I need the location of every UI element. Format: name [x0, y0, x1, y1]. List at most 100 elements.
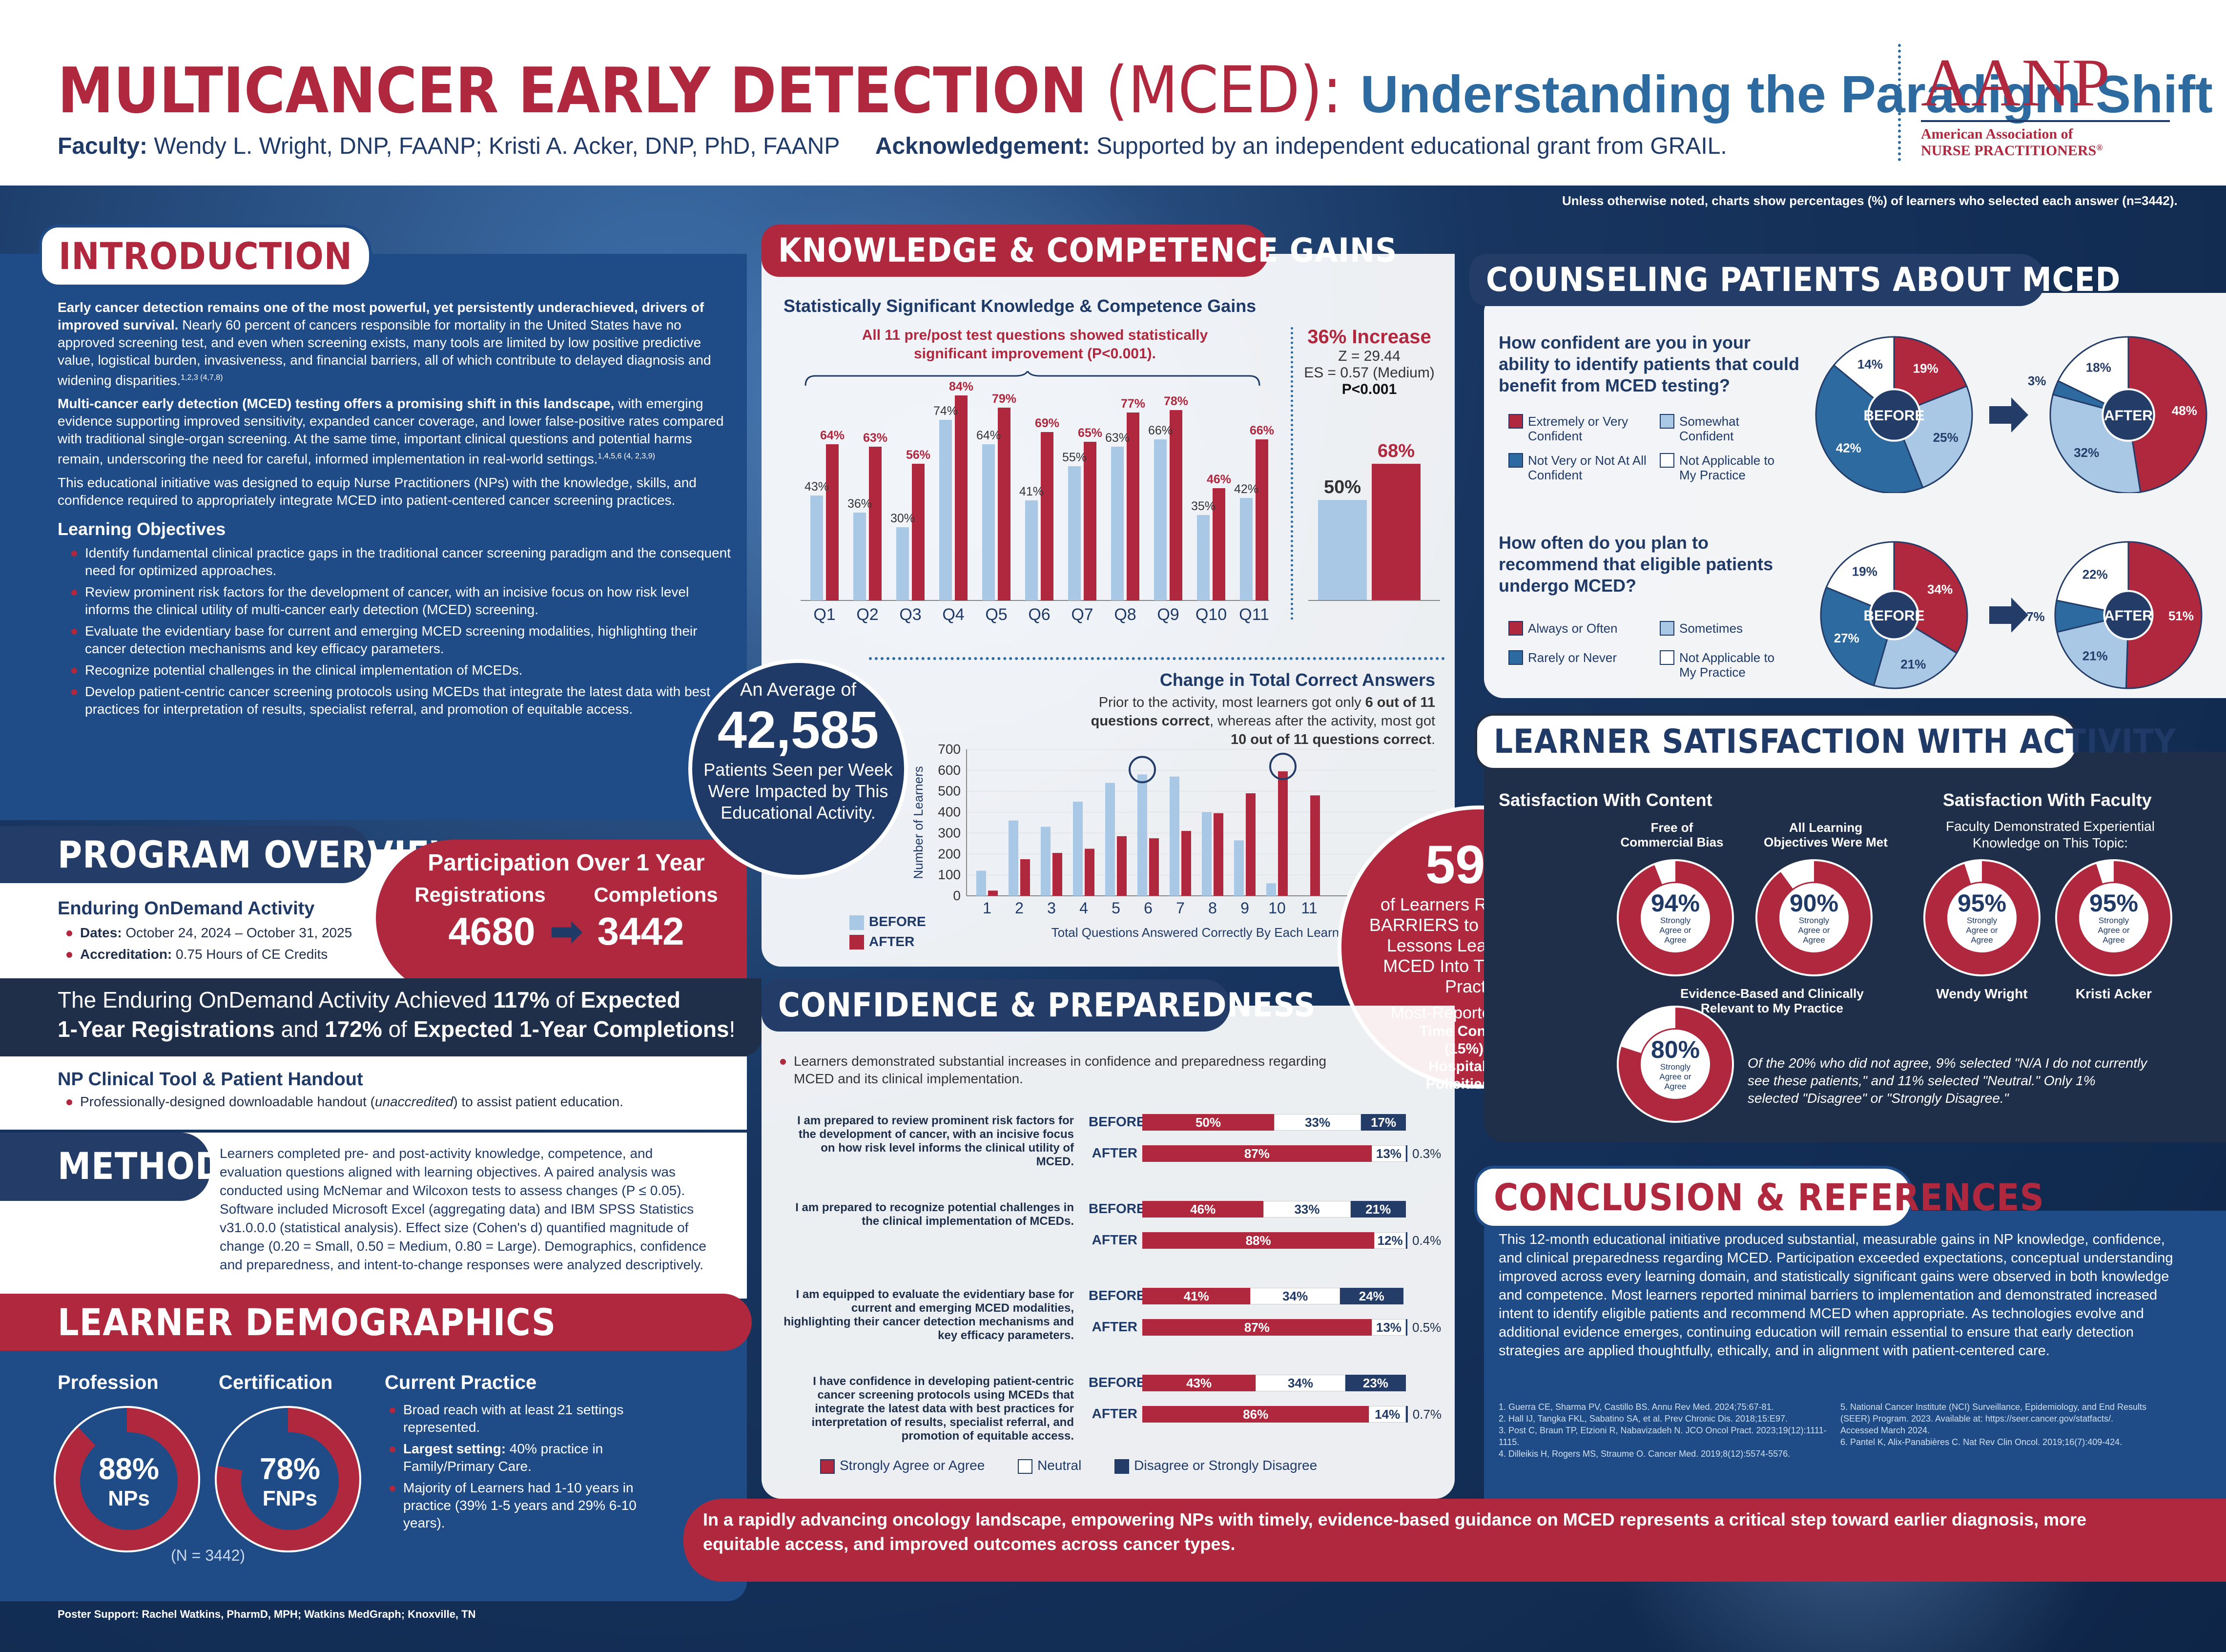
- participation-values: 4680 ➡ 3442: [391, 909, 742, 954]
- bar-pre: [939, 420, 952, 600]
- reference-item: 2. Hall IJ, Tangka FKL, Sabatino SA, et …: [1499, 1414, 1788, 1424]
- confidence-question: I am prepared to recognize potential cha…: [795, 1201, 1074, 1228]
- y-tick-label: 100: [938, 867, 961, 882]
- tool-title: NP Clinical Tool & Patient Handout: [58, 1069, 363, 1090]
- reference-item: 6. Pantel K, Alix-Panabières C. Nat Rev …: [1840, 1437, 2123, 1447]
- q2-before-center-label: BEFORE: [1863, 608, 1924, 624]
- counseling-title: COUNSELING PATIENTS ABOUT MCED: [1469, 254, 2120, 306]
- x-tick-label: 6: [1144, 899, 1153, 917]
- tool-item: Professionally-designed downloadable han…: [62, 1093, 731, 1111]
- x-tick-label: 4: [1079, 899, 1088, 917]
- sat-faculty-heading: Satisfaction With Faculty: [1943, 790, 2152, 810]
- increase-label: 36% Increase: [1307, 326, 1431, 348]
- bar-pre-label: 42%: [1234, 482, 1258, 496]
- tool-content: NP Clinical Tool & Patient Handout Profe…: [58, 1069, 731, 1115]
- objective-item: Develop patient-centric cancer screening…: [67, 683, 731, 718]
- satisfaction-donut-center: 80% Strongly Agree or Agree: [1639, 1028, 1711, 1100]
- change-desc2: 6 out of 11 questions correct: [1091, 695, 1435, 729]
- y-tick-label: 400: [938, 805, 961, 820]
- satisfaction-value: 94%: [1650, 889, 1700, 917]
- bar-before: [1170, 776, 1179, 896]
- profession-heading: Profession: [58, 1372, 159, 1393]
- y-tick-label: 300: [938, 825, 961, 840]
- q1-before-slice: [1815, 364, 1924, 493]
- bar-after: [1246, 793, 1256, 896]
- legend-before: BEFORE: [849, 914, 926, 930]
- bar-post: [1084, 442, 1096, 600]
- x-tick-label: Q1: [813, 605, 835, 624]
- q1-after-slice: [2127, 336, 2207, 493]
- practice-item: Broad reach with at least 21 settings re…: [386, 1401, 659, 1436]
- reference-item: 1. Guerra CE, Sharma PV, Castillo BS. An…: [1499, 1402, 1774, 1412]
- row-label-before: BEFORE: [1089, 1288, 1146, 1303]
- satisfaction-caption: Strongly Agree or Agree: [1659, 1062, 1691, 1091]
- satisfaction-donut: 80% Strongly Agree or Agree: [1617, 1006, 1734, 1123]
- q2-before-label: 19%: [1852, 564, 1877, 578]
- bar-after: [1149, 838, 1159, 896]
- intro-p2-bold: Multi-cancer early detection (MCED) test…: [58, 396, 615, 412]
- bar-pre: [1111, 447, 1124, 600]
- x-tick-label: Q7: [1071, 605, 1093, 624]
- bar-before: [1105, 783, 1115, 896]
- stacked-bar-segment: [1406, 1319, 1407, 1336]
- ach-7: 172%: [325, 1016, 382, 1042]
- bar-after: [1310, 795, 1320, 896]
- q2-legend-1: Always or Often: [1508, 621, 1655, 636]
- stacked-bar-segment: 46%: [1142, 1201, 1264, 1218]
- stacked-bar-segment: [1406, 1406, 1408, 1423]
- bracket-line: [804, 371, 1260, 386]
- objective-item: Recognize potential challenges in the cl…: [67, 661, 731, 679]
- total-bar-pre: [1318, 500, 1367, 600]
- aanp-logo-text: AANP: [1921, 45, 2111, 121]
- q2-legend-4: Not Applicable to My Practice: [1660, 650, 1782, 680]
- achievement-banner: [0, 978, 762, 1056]
- bar-pre-label: 43%: [804, 480, 829, 494]
- q2-before-center: [1869, 590, 1919, 640]
- arrow-right-icon: [1989, 598, 2028, 633]
- bar-after: [1052, 853, 1062, 896]
- q2-legend-4-text: Not Applicable to My Practice: [1679, 650, 1775, 680]
- stacked-bar-segment: 13%: [1371, 1145, 1406, 1162]
- logo-sub2-text: NURSE PRACTITIONERS: [1921, 143, 2097, 159]
- x-tick-label: Q9: [1157, 605, 1179, 624]
- conclusion-title: CONCLUSION & REFERENCES: [1474, 1166, 2044, 1229]
- faculty-label: Faculty:: [58, 133, 148, 159]
- stacked-bar-segment: 88%: [1142, 1232, 1375, 1249]
- legend-neutral: Neutral: [1037, 1458, 1082, 1473]
- q1-before-center-label: BEFORE: [1863, 408, 1924, 424]
- bar-post-label: 78%: [1164, 394, 1188, 408]
- bar-before: [1009, 820, 1018, 896]
- x-tick-label: 5: [1112, 899, 1120, 917]
- satisfaction-value: 80%: [1650, 1036, 1700, 1063]
- bar-post-label: 77%: [1121, 397, 1145, 411]
- confidence-question: I am equipped to evaluate the evidentiar…: [783, 1288, 1074, 1342]
- bar-before: [1137, 774, 1147, 896]
- stacked-bar-segment: 43%: [1142, 1375, 1256, 1391]
- confidence-question: I have confidence in developing patient-…: [811, 1375, 1074, 1443]
- satisfaction-caption: Strongly Agree or Agree: [1966, 916, 1998, 945]
- certification-pct: 78%: [259, 1452, 321, 1486]
- profession-donut: 88% NPs: [54, 1406, 200, 1552]
- satisfaction-value: 95%: [2089, 889, 2139, 917]
- lo-title: Learning Objectives: [58, 518, 226, 539]
- effect-size: ES = 0.57 (Medium): [1304, 365, 1435, 381]
- dates-label: Dates:: [80, 925, 122, 940]
- bar-pre-label: 36%: [847, 497, 872, 511]
- intro-title: INTRODUCTION: [39, 225, 372, 288]
- chart-note: Unless otherwise noted, charts show perc…: [1562, 193, 2178, 208]
- demographics-title: LEARNER DEMOGRAPHICS: [0, 1294, 752, 1351]
- ach-6: and: [274, 1016, 325, 1042]
- bar-pre: [1025, 500, 1038, 600]
- legend-before-text: BEFORE: [869, 914, 926, 929]
- ack-text: Supported by an independent educational …: [1096, 133, 1727, 159]
- confidence-title: CONFIDENCE & PREPAREDNESS: [762, 979, 1316, 1032]
- segment-outside-label: 0.7%: [1412, 1407, 1442, 1422]
- intro-body: Early cancer detection remains one of th…: [58, 299, 731, 722]
- comp-value: 3442: [597, 909, 684, 953]
- accr-value: 0.75 Hours of CE Credits: [176, 947, 328, 962]
- bar-pre: [896, 527, 909, 600]
- certification-heading: Certification: [219, 1372, 333, 1393]
- confidence-intro-list: Learners demonstrated substantial increa…: [776, 1053, 1352, 1092]
- bar-post: [826, 444, 839, 600]
- arrow-right-icon: ➡: [550, 909, 583, 953]
